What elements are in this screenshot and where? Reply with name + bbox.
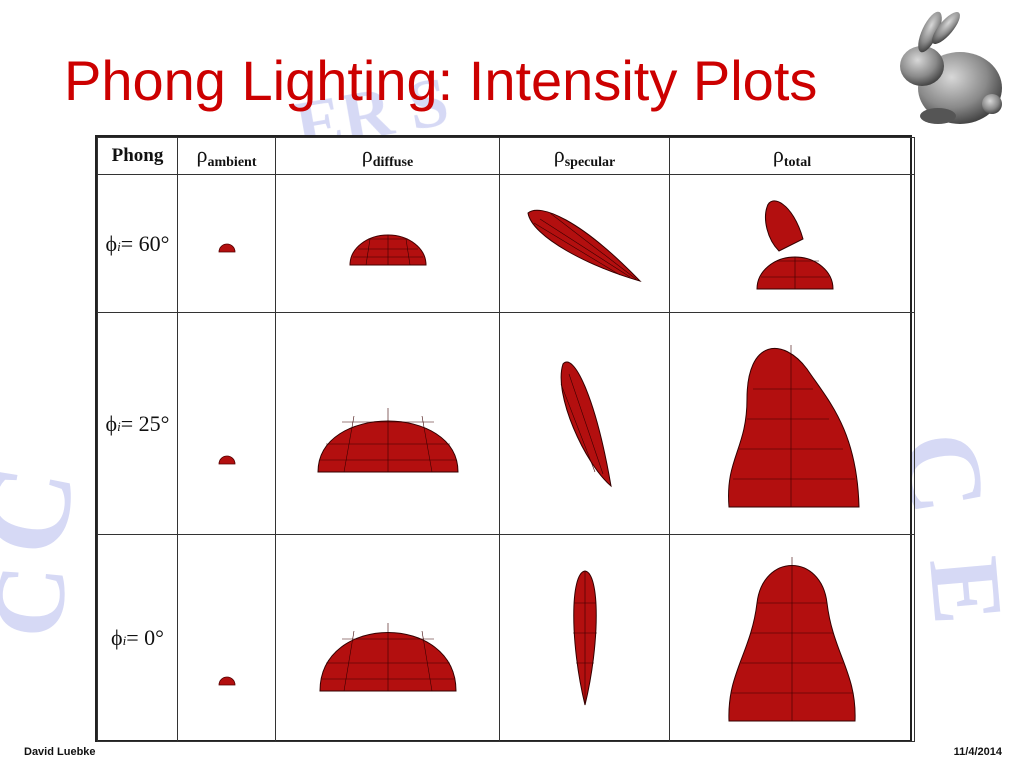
header-ambient: ρambient bbox=[177, 137, 276, 175]
intensity-plot-table: Phong ρambient ρdiffuse ρspecular ρtotal… bbox=[95, 135, 915, 742]
row-label-0: ϕi= 0° bbox=[97, 534, 178, 742]
table-row: ϕi= 25° bbox=[97, 312, 915, 535]
table-row: ϕi= 0° bbox=[97, 534, 915, 742]
row-label-25: ϕi= 25° bbox=[97, 312, 178, 535]
header-diffuse: ρdiffuse bbox=[275, 137, 500, 175]
plot-ambient-60 bbox=[177, 174, 276, 313]
svg-text:C: C bbox=[0, 560, 88, 642]
footer-author: David Luebke bbox=[24, 746, 96, 758]
header-specular: ρspecular bbox=[499, 137, 670, 175]
stanford-bunny-icon bbox=[900, 11, 1002, 124]
plot-ambient-0 bbox=[177, 534, 276, 742]
plot-specular-0 bbox=[499, 534, 670, 742]
plot-diffuse-25 bbox=[275, 312, 500, 535]
footer-date: 11/4/2014 bbox=[953, 746, 1002, 758]
svg-text:C: C bbox=[0, 456, 101, 564]
plot-total-0 bbox=[669, 534, 915, 742]
svg-text:E: E bbox=[908, 552, 1024, 628]
header-total: ρtotal bbox=[669, 137, 915, 175]
table-row: ϕi= 60° bbox=[97, 174, 915, 313]
plot-specular-25 bbox=[499, 312, 670, 535]
row-label-60: ϕi= 60° bbox=[97, 174, 178, 313]
plot-total-60 bbox=[669, 174, 915, 313]
plot-diffuse-0 bbox=[275, 534, 500, 742]
plot-specular-60 bbox=[499, 174, 670, 313]
slide-title: Phong Lighting: Intensity Plots bbox=[64, 49, 818, 112]
plot-diffuse-60 bbox=[275, 174, 500, 313]
header-phong: Phong bbox=[97, 137, 178, 175]
header-row: Phong ρambient ρdiffuse ρspecular ρtotal bbox=[97, 137, 915, 175]
plot-ambient-25 bbox=[177, 312, 276, 535]
plot-total-25 bbox=[669, 312, 915, 535]
